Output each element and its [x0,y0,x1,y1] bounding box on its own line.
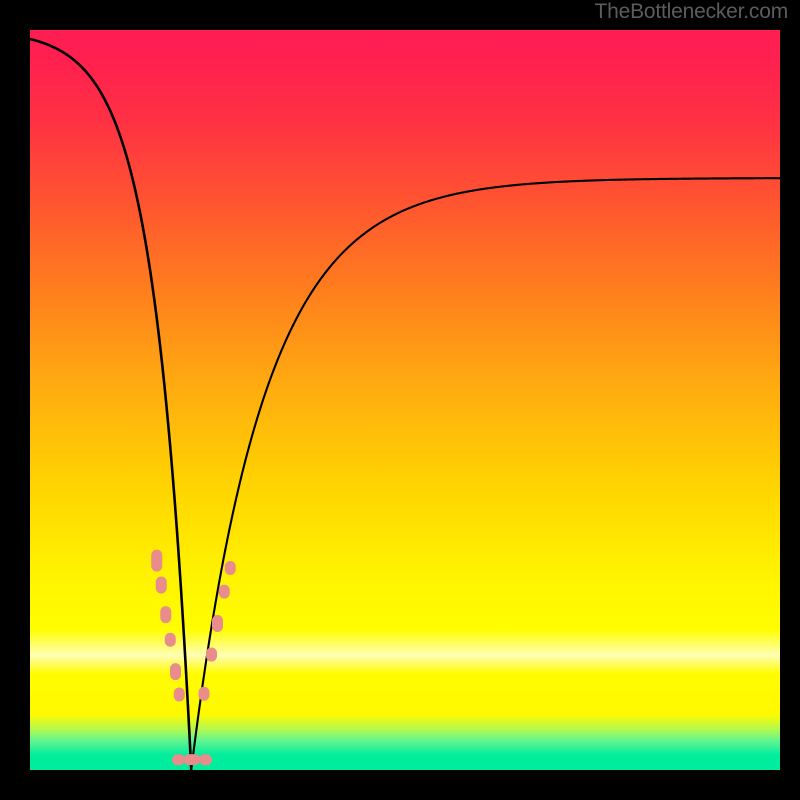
marker-right-3 [219,585,230,599]
marker-bottom-1 [184,754,201,765]
marker-bottom-0 [172,754,185,765]
plot-border-right [780,30,800,770]
marker-bottom-2 [199,754,212,765]
plot-border-left [0,0,30,800]
watermark-label: TheBottlenecker.com [595,0,788,24]
marker-left-3 [165,633,176,647]
plot-border-bottom [30,770,800,800]
marker-right-4 [225,561,236,575]
marker-left-4 [170,663,181,680]
chart-svg [0,0,800,800]
marker-right-0 [199,687,210,701]
marker-right-1 [206,648,217,662]
chart-container: TheBottlenecker.com [0,0,800,800]
marker-left-5 [174,688,185,702]
gradient-background [30,30,780,770]
marker-left-1 [156,577,167,594]
marker-left-0 [151,550,162,572]
marker-right-2 [212,615,223,632]
marker-left-2 [160,606,171,623]
